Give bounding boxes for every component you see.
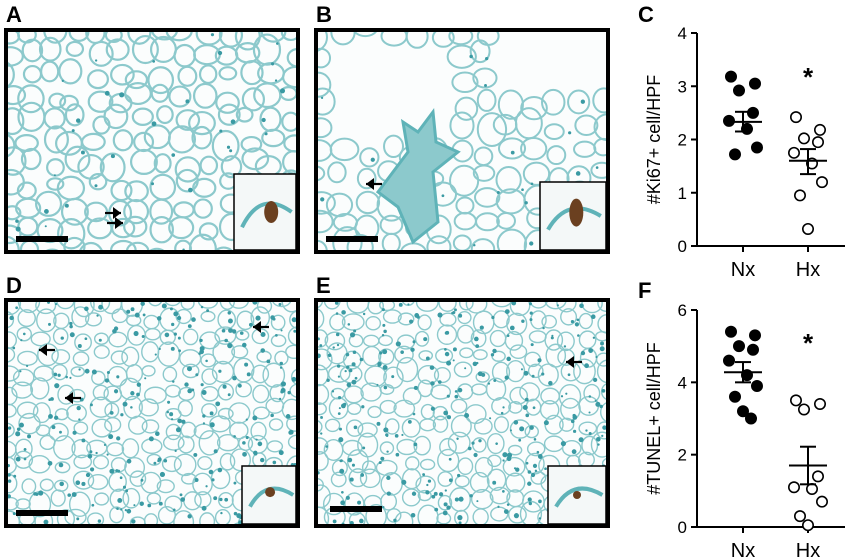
data-point-hx: [801, 519, 814, 532]
panel-label-d: D: [6, 273, 22, 298]
y-tick-label: 2: [678, 131, 687, 150]
data-point-nx: [744, 412, 757, 425]
data-point-nx: [750, 141, 763, 154]
data-point-nx: [732, 84, 745, 97]
micrograph-b: [314, 28, 610, 254]
x-tick-label-hx: Hx: [796, 259, 820, 281]
data-point-hx: [793, 510, 806, 523]
data-point-nx: [746, 106, 759, 119]
data-point-nx: [722, 114, 735, 127]
x-tick-label-nx: Nx: [731, 540, 755, 559]
y-tick-label: 4: [678, 373, 687, 392]
data-point-hx: [787, 481, 800, 494]
y-tick-label: 1: [678, 184, 687, 203]
data-point-hx: [801, 222, 814, 235]
micrograph-d: [4, 298, 300, 528]
data-point-nx: [724, 70, 737, 83]
y-axis-label: #Ki67+ cell/HPF: [644, 75, 664, 205]
data-point-hx: [805, 483, 818, 496]
micrograph-d-image: [8, 302, 296, 524]
data-point-hx: [813, 123, 826, 136]
chart-c: 0 1 2 3 4 Nx Hx #Ki67+ cell/HPF *: [644, 24, 845, 281]
data-point-hx: [797, 132, 810, 145]
y-tick-label: 2: [678, 446, 687, 465]
panel-label-f: F: [638, 278, 652, 303]
x-tick-label-hx: Hx: [796, 540, 820, 559]
data-point-nx: [728, 148, 741, 161]
chart-f: 0 2 4 6 Nx Hx #TUNEL+ cell/HPF *: [644, 301, 845, 559]
y-tick-label: 6: [678, 301, 687, 320]
data-point-nx: [732, 340, 745, 353]
y-tick-label: 0: [678, 518, 687, 537]
data-point-nx: [736, 405, 749, 418]
data-point-hx: [793, 189, 806, 202]
data-point-hx: [787, 146, 800, 159]
y-tick-label: 3: [678, 77, 687, 96]
panel-label-a: A: [6, 2, 22, 27]
data-point-hx: [789, 111, 802, 124]
y-tick-label: 4: [678, 24, 687, 43]
micrograph-a: [4, 28, 300, 254]
significance-asterisk: *: [803, 62, 814, 92]
data-point-hx: [789, 394, 802, 407]
y-axis-label: #TUNEL+ cell/HPF: [644, 342, 664, 495]
panel-label-c: C: [638, 2, 654, 27]
data-point-nx: [750, 379, 763, 392]
micrograph-b-image: [318, 32, 606, 250]
data-point-nx: [728, 390, 741, 403]
micrograph-e-image: [318, 302, 606, 524]
significance-asterisk: *: [803, 328, 814, 358]
data-point-hx: [811, 470, 824, 483]
micrograph-a-image: [8, 32, 296, 250]
data-point-hx: [811, 136, 824, 149]
data-point-nx: [722, 354, 735, 367]
y-tick-label: 0: [678, 237, 687, 256]
data-point-hx: [797, 403, 810, 416]
data-point-hx: [815, 495, 828, 508]
data-point-nx: [748, 329, 761, 342]
panel-label-b: B: [316, 2, 332, 27]
micrograph-e: [314, 298, 610, 528]
panel-label-e: E: [316, 273, 331, 298]
data-point-nx: [746, 343, 759, 356]
x-tick-label-nx: Nx: [731, 259, 755, 281]
data-point-nx: [724, 325, 737, 338]
data-point-hx: [813, 398, 826, 411]
data-point-nx: [748, 77, 761, 90]
data-point-hx: [815, 176, 828, 189]
